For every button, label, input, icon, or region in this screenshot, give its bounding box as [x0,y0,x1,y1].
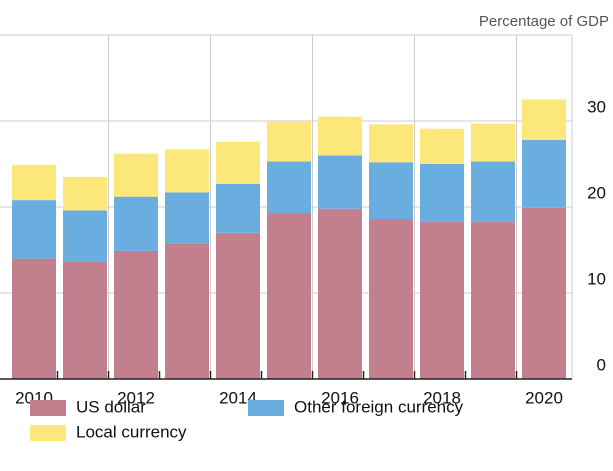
bar-segment [267,213,311,379]
legend-label: Local currency [76,422,187,441]
legend-swatch [30,425,66,441]
bar-segment [63,262,107,379]
bar-segment [12,200,56,259]
bar-segment [216,141,260,184]
y-axis-label: Percentage of GDP [479,13,609,30]
y-tick-label: 30 [587,97,606,116]
bar-segment [420,221,464,379]
legend-swatch [30,400,66,416]
x-tick-label: 2018 [423,388,461,407]
legend-swatch [248,400,284,416]
y-tick-label: 10 [587,269,606,288]
bar-segment [471,161,515,222]
x-tick-label: 2012 [117,388,155,407]
x-tick-label: 2014 [219,388,257,407]
bar-segment [114,250,158,379]
y-tick-label: 20 [587,183,606,202]
bar-segment [369,124,413,163]
bar-segment [522,207,566,379]
bar-segment [522,139,566,208]
bar-segment [420,164,464,222]
bar-segment [114,153,158,197]
bar-segment [471,221,515,379]
bar-segment [165,243,209,379]
bar-segment [216,232,260,379]
bar-segment [63,210,107,263]
bar-segment [369,162,413,220]
legend-label: US dollar [76,397,146,416]
legend-label: Other foreign currency [294,397,464,416]
bar-segment [12,164,56,201]
bar-segment [63,176,107,211]
bar-segment [267,121,311,162]
bar-segment [165,149,209,193]
bar-segment [471,123,515,162]
bar-segment [267,161,311,214]
bar-segment [369,219,413,379]
bar-segment [318,116,362,156]
bar-segment [318,208,362,379]
bar-segment [114,196,158,251]
y-tick-label: 0 [597,355,606,374]
bar-segment [522,99,566,140]
bar-segment [420,128,464,164]
bar-segment [318,155,362,209]
bar-segment [165,192,209,244]
bar-segment [12,258,56,379]
x-tick-label: 2016 [321,388,359,407]
x-tick-label: 2020 [525,388,563,407]
bar-segment [216,183,260,233]
